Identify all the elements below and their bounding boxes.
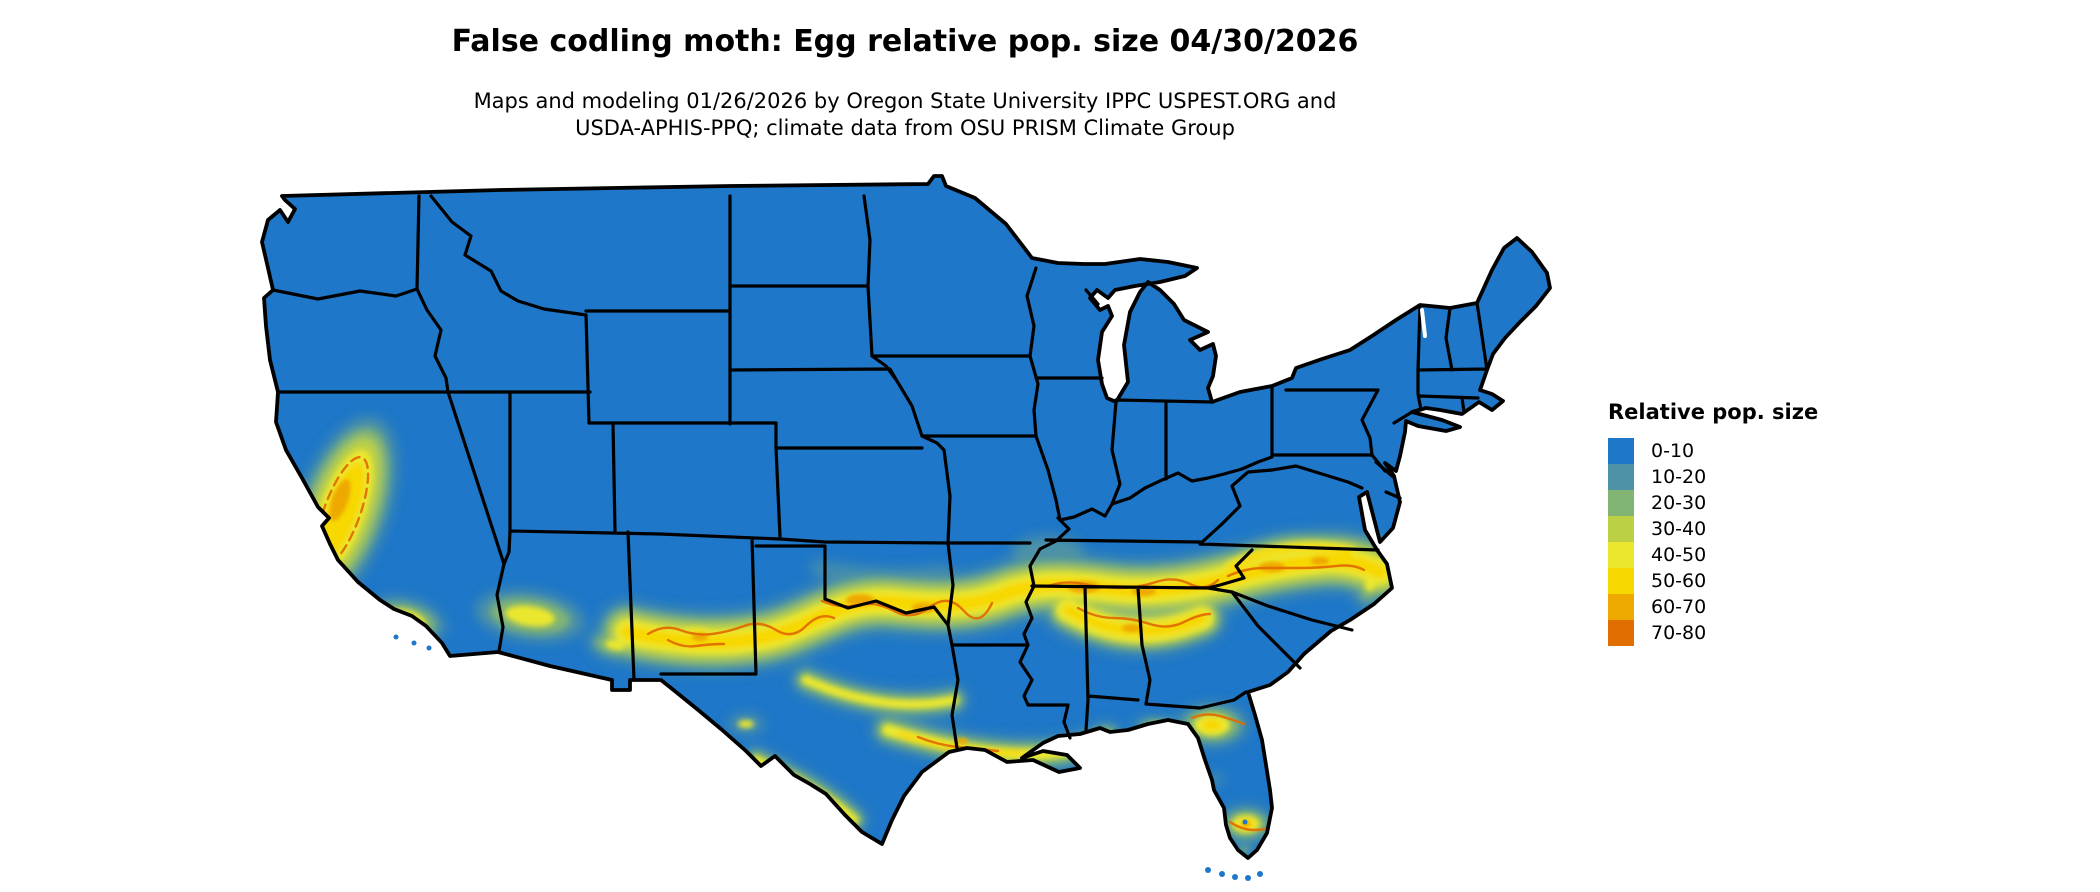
legend-item: 70-80 bbox=[1608, 620, 1818, 646]
legend-title: Relative pop. size bbox=[1608, 400, 1819, 424]
map-subtitle-line1: Maps and modeling 01/26/2026 by Oregon S… bbox=[473, 89, 1337, 113]
legend-swatch bbox=[1608, 620, 1634, 646]
us-landmass bbox=[262, 176, 1550, 858]
legend: Relative pop. size 0-10 10-20 20-30 30-4… bbox=[1608, 400, 1818, 646]
legend-item-label: 20-30 bbox=[1651, 492, 1707, 514]
legend-swatch bbox=[1608, 542, 1634, 568]
legend-item-label: 40-50 bbox=[1651, 544, 1707, 566]
legend-item: 50-60 bbox=[1608, 568, 1818, 594]
legend-swatch bbox=[1608, 594, 1634, 620]
map-subtitle-line2: USDA-APHIS-PPQ; climate data from OSU PR… bbox=[575, 116, 1235, 140]
legend-swatch bbox=[1608, 490, 1634, 516]
legend-swatch bbox=[1608, 516, 1634, 542]
legend-item: 60-70 bbox=[1608, 594, 1818, 620]
us-outline bbox=[260, 174, 1552, 860]
legend-item-label: 0-10 bbox=[1651, 440, 1695, 462]
legend-swatch bbox=[1608, 568, 1634, 594]
us-map bbox=[260, 174, 1552, 881]
legend-item-label: 60-70 bbox=[1651, 596, 1707, 618]
legend-item: 10-20 bbox=[1608, 464, 1818, 490]
offshore-islands bbox=[393, 634, 1263, 881]
legend-item-label: 30-40 bbox=[1651, 518, 1707, 540]
legend-item-label: 50-60 bbox=[1651, 570, 1707, 592]
legend-item: 0-10 bbox=[1608, 438, 1818, 464]
legend-item: 40-50 bbox=[1608, 542, 1818, 568]
legend-item: 30-40 bbox=[1608, 516, 1818, 542]
legend-item-label: 10-20 bbox=[1651, 466, 1707, 488]
legend-item: 20-30 bbox=[1608, 490, 1818, 516]
map-title: False codling moth: Egg relative pop. si… bbox=[451, 24, 1359, 59]
legend-swatch bbox=[1608, 438, 1634, 464]
legend-swatch bbox=[1608, 464, 1634, 490]
map-subtitle: Maps and modeling 01/26/2026 by Oregon S… bbox=[0, 88, 1810, 142]
lake-champlain bbox=[1420, 308, 1427, 338]
legend-item-label: 70-80 bbox=[1651, 622, 1707, 644]
